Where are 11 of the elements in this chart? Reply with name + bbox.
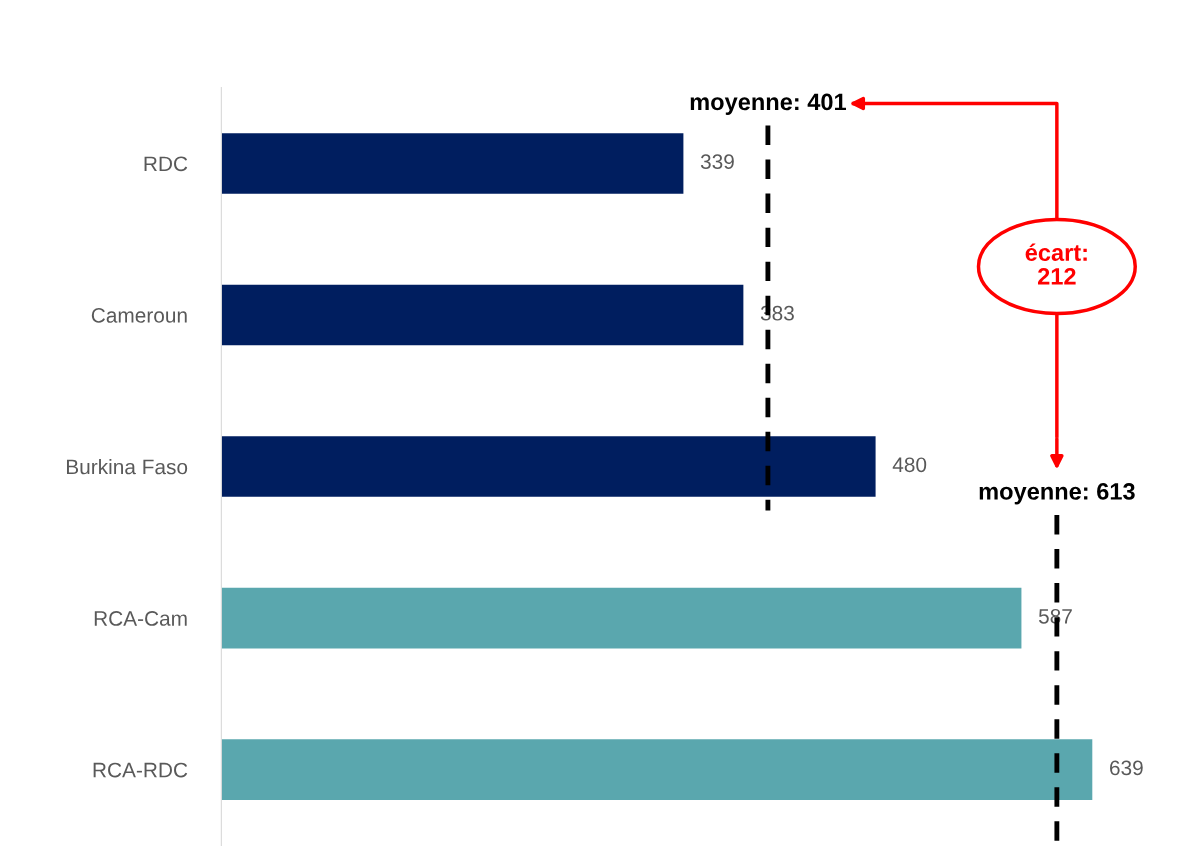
data-label: 339 [700,154,734,170]
y-tick-label: RCA-RDC [93,762,188,778]
y-tick-label: Burkina Faso [66,459,188,475]
ref-line-label: moyenne: 401 [690,93,846,115]
y-tick-label: Cameroun [91,308,187,323]
ref-line-label: moyenne: 613 [979,483,1135,505]
data-label: 480 [892,457,927,473]
y-tick-label: RDC [144,156,188,172]
data-label: 639 [1110,760,1143,776]
y-tick-label: RCA-Cam [94,611,187,626]
annotation: écart: 212 [1025,243,1087,285]
